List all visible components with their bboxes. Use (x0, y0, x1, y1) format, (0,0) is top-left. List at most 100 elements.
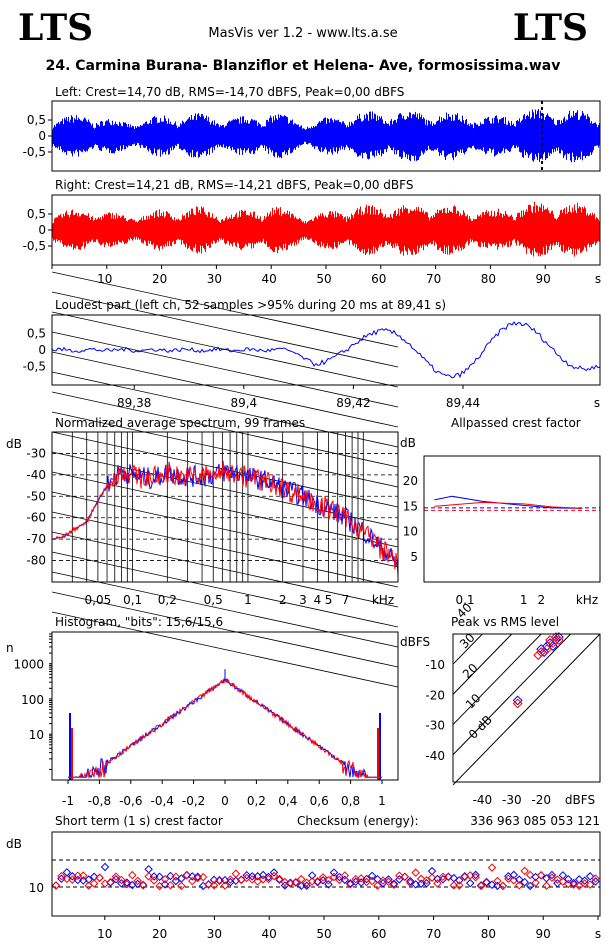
x-tick-label: 90 (536, 927, 551, 941)
file-title: 24. Carmina Burana- Blanziflor et Helena… (45, 58, 561, 74)
x-tick-label: 1 (244, 593, 252, 607)
waveform-trace (52, 201, 600, 257)
y-axis-unit: dBFS (400, 635, 430, 649)
crest-point (79, 876, 88, 885)
crest-point (193, 872, 202, 881)
crest-point (487, 863, 497, 872)
x-tick-label: 0,2 (247, 794, 266, 808)
crest-point (493, 876, 502, 886)
x-tick-label: 0,5 (204, 593, 223, 607)
tilt-line (51, 391, 399, 468)
x-tick-label: 40 (262, 927, 277, 941)
x-tick-label: 0,6 (310, 794, 329, 808)
spectrum-panel: dB -30 -40 -50 -60 -70 -80 0,05 0,1 0,2 0,5 1 2 3 4 5 7 k… (6, 271, 399, 688)
y-tick-label: -0,5 (23, 145, 46, 159)
crest-point (574, 881, 584, 891)
x-tick-label: -20 (531, 793, 551, 807)
crest-point (329, 872, 339, 882)
x-tick-label: -1 (62, 794, 74, 808)
crest-point (204, 880, 213, 889)
x-tick-label: 10 (97, 272, 112, 286)
crest-point (558, 877, 568, 886)
crest-point (242, 870, 251, 880)
crest-point (182, 871, 192, 880)
crest-point (476, 881, 486, 891)
y-tick-label: -20 (425, 688, 445, 702)
tilt-line (51, 331, 399, 408)
crest-point (346, 880, 355, 889)
crest-point (455, 881, 464, 890)
tilt-line (51, 311, 399, 388)
x-tick-label: 10 (97, 927, 112, 941)
x-tick-label: 0,1 (123, 593, 142, 607)
crest-point (569, 880, 578, 889)
crest-point (258, 875, 268, 884)
crest-point (209, 875, 219, 885)
crest-point (362, 877, 371, 887)
crest-point (367, 871, 377, 881)
crest-point (422, 878, 431, 888)
plot-frame (51, 831, 601, 917)
x-tick-label: 7 (342, 593, 350, 607)
crest-point (400, 872, 410, 881)
crest-point (307, 877, 317, 886)
histogram-panel: n 1000 100 10 -1 -0,8 -0,6 -0,4 -0,2 0 0,2 0,4 0,6 0,… (6, 631, 399, 808)
crest-point (449, 881, 459, 890)
crest-point (122, 879, 132, 889)
x-tick-label: 50 (316, 272, 331, 286)
y-axis-unit: dB (400, 436, 416, 450)
crest-point (438, 872, 448, 882)
crest-point (149, 876, 159, 885)
crest-point (68, 875, 77, 884)
crest-point (564, 874, 573, 884)
plot-frame (452, 633, 601, 783)
x-tick-label: 4 (314, 593, 322, 607)
tilt-line (51, 411, 399, 488)
x-tick-label: -0,2 (182, 794, 205, 808)
y-tick-label: 0 (38, 343, 46, 357)
crest-point (509, 870, 519, 880)
crest-diagonal (452, 633, 601, 786)
y-tick-label: -50 (26, 489, 46, 503)
peak-rms-point (533, 650, 544, 661)
x-tick-label: 80 (481, 272, 496, 286)
crest-diagonal-label: 0 dB (466, 713, 495, 742)
crest-point (84, 875, 93, 884)
crest-point (580, 879, 589, 888)
crest-point (79, 871, 88, 880)
plot-frame (51, 431, 399, 583)
crest-point (138, 881, 148, 890)
peak-rms-point (536, 647, 547, 658)
crest-point (209, 881, 219, 890)
crest-point (373, 881, 382, 890)
crest-point (547, 870, 557, 880)
crest-point (384, 875, 393, 884)
y-tick-label: -40 (26, 468, 46, 482)
x-tick-label: 0 (221, 794, 229, 808)
crest-point (73, 875, 83, 885)
crest-diagonal-label: 20 (460, 661, 481, 682)
x-tick-label: 40 (262, 272, 277, 286)
crest-point (591, 874, 600, 883)
x-tick-label: 0,05 (85, 593, 112, 607)
allpass-right-trace (434, 501, 583, 509)
y-axis-unit: dB (6, 437, 22, 451)
crest-point (128, 870, 137, 880)
crest-point (520, 866, 529, 876)
crest-point (471, 870, 480, 880)
x-tick-label: 90 (536, 272, 551, 286)
allpass-panel: dB 20 15 10 5 0,1 1 2 kHz (400, 436, 601, 607)
peak-rms-point (512, 698, 523, 709)
crest-point (128, 880, 137, 890)
crest-point (177, 881, 186, 891)
short-crest-panel: dB 10 10 20 30 40 50 60 70 80 90 s (6, 831, 601, 941)
x-tick-label: 60 (371, 927, 386, 941)
x-unit-label: dBFS (565, 793, 595, 807)
x-tick-label: 89,4 (230, 396, 257, 410)
peak-rms-point (545, 635, 555, 645)
crest-point (340, 875, 350, 885)
crest-point (171, 876, 181, 886)
crest-point (51, 881, 61, 890)
crest-point (564, 879, 573, 889)
